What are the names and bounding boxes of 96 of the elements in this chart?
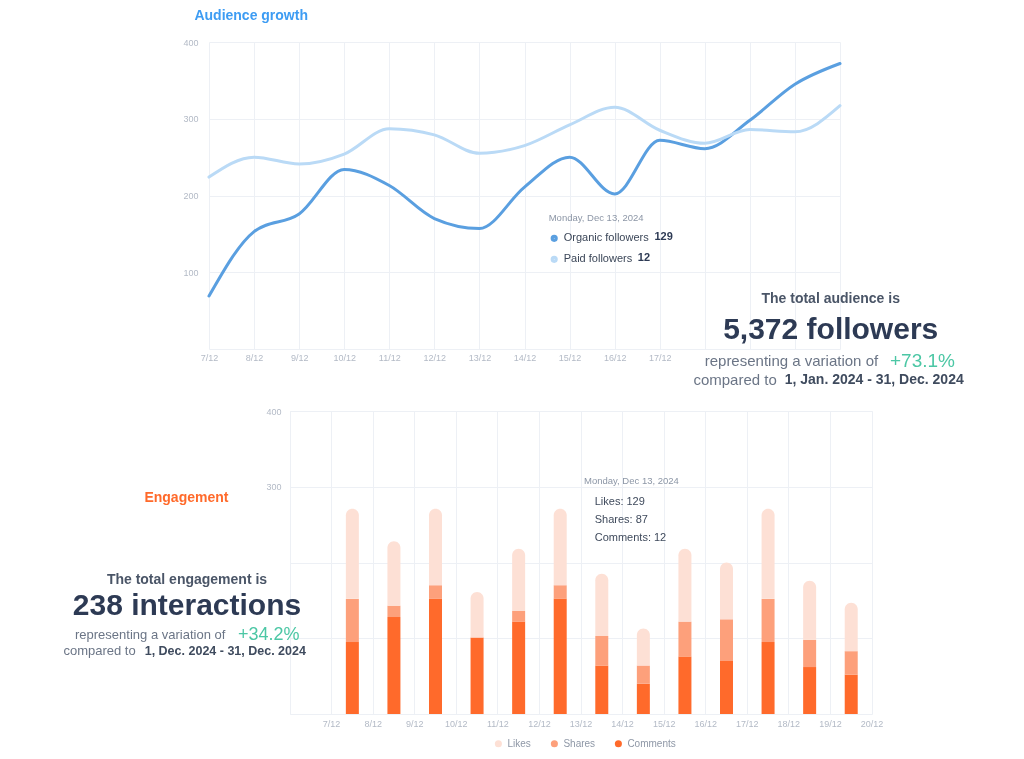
chart-title: Audience growth [194, 7, 308, 24]
bar [553, 598, 567, 714]
annotation: Shares: 87 [594, 512, 648, 525]
bar [761, 508, 775, 599]
annotation: Monday, Dec 13, 2024 [584, 474, 679, 486]
annotation: 12 [637, 251, 651, 264]
annotation: 129 [654, 230, 673, 243]
x-tick-label: 12/12 [528, 718, 551, 729]
x-tick-label: 11/12 [378, 352, 401, 363]
bar [844, 674, 858, 714]
y-tick-label: 300 [266, 482, 282, 493]
annotation: The total audience is [761, 289, 901, 306]
x-tick-label: 13/12 [569, 718, 593, 729]
bar [761, 642, 775, 714]
legend-title: Monday, Dec 13, 2024 [548, 212, 644, 224]
bar [512, 621, 526, 714]
text: representing a variation of [704, 352, 879, 370]
text: +73.1% [890, 350, 956, 372]
bar [803, 639, 817, 668]
x-tick-label: 17/12 [648, 352, 672, 363]
bar [595, 635, 609, 666]
y-tick-label: 200 [183, 191, 199, 201]
bar [678, 656, 692, 714]
bar [387, 541, 401, 606]
bar [636, 665, 650, 684]
annotation: 1, Dec. 2024 - 31, Dec. 2024 [144, 643, 306, 658]
bar [345, 642, 359, 714]
y-tick-label: 400 [266, 406, 282, 417]
text: compared to [63, 642, 136, 658]
bar [429, 598, 442, 714]
bar [512, 610, 526, 622]
text: compared to [693, 370, 777, 388]
text: The total engagement is [106, 570, 268, 587]
x-tick-label: 7/12 [200, 352, 219, 363]
legend-label: Organic followers [563, 231, 650, 244]
bar [553, 585, 567, 599]
legend-label: Shares [563, 737, 596, 749]
x-tick-label: 8/12 [364, 718, 382, 729]
x-tick-label: 19/12 [819, 718, 842, 729]
text: 1, Jan. 2024 - 31, Dec. 2024 [784, 370, 964, 387]
y-tick-label: 300 [183, 114, 199, 125]
bar [595, 573, 609, 636]
x-tick-label: 17/12 [736, 718, 759, 729]
bar [595, 665, 609, 714]
bar [429, 508, 442, 586]
x-tick-label: 16/12 [603, 352, 627, 363]
x-tick-label: 14/12 [513, 352, 537, 363]
text: Engagement [144, 488, 229, 505]
legend-label: Likes [507, 737, 531, 749]
bar [636, 628, 650, 666]
bar [345, 508, 359, 599]
x-tick-label: 11/12 [486, 718, 509, 729]
bar [678, 621, 692, 657]
legend-label: Paid followers [563, 252, 633, 265]
bar [803, 667, 817, 714]
bar [678, 548, 692, 622]
bar [387, 605, 401, 618]
bar [844, 651, 858, 675]
x-tick-label: 10/12 [445, 718, 468, 729]
line-series [207, 104, 842, 179]
x-tick-label: 15/12 [652, 718, 676, 729]
y-tick-label: 100 [183, 267, 199, 278]
x-tick-label: 18/12 [777, 718, 801, 729]
x-tick-label: 10/12 [333, 352, 356, 363]
bar [761, 598, 775, 643]
bar [803, 580, 817, 640]
x-tick-label: 8/12 [245, 352, 264, 363]
x-tick-label: 15/12 [558, 352, 582, 363]
annotation: Likes: 129 [594, 494, 645, 507]
bar [345, 598, 359, 643]
bar [512, 548, 526, 611]
bar [844, 602, 858, 652]
x-tick-label: 9/12 [405, 718, 424, 729]
y-tick-label: 400 [183, 37, 199, 48]
bar [636, 683, 650, 714]
annotation: 5,372 followers [723, 312, 939, 346]
annotation: 238 interactions [72, 587, 302, 621]
x-tick-label: 16/12 [694, 718, 717, 729]
bar [387, 617, 401, 714]
bar [720, 660, 733, 714]
bar [720, 562, 733, 620]
bar [553, 508, 567, 586]
x-tick-label: 13/12 [468, 352, 492, 363]
bar [470, 637, 484, 714]
annotation: +34.2% [238, 623, 300, 644]
x-tick-label: 20/12 [860, 718, 884, 729]
bar [429, 585, 442, 599]
x-tick-label: 14/12 [611, 718, 634, 729]
x-tick-label: 12/12 [423, 352, 447, 363]
x-tick-label: 7/12 [322, 718, 341, 729]
x-tick-label: 9/12 [290, 352, 309, 363]
legend-label: Comments [627, 737, 676, 749]
annotation: Comments: 12 [594, 531, 667, 544]
text: representing a variation of [75, 626, 226, 642]
bar [720, 619, 733, 661]
bar [470, 592, 484, 638]
